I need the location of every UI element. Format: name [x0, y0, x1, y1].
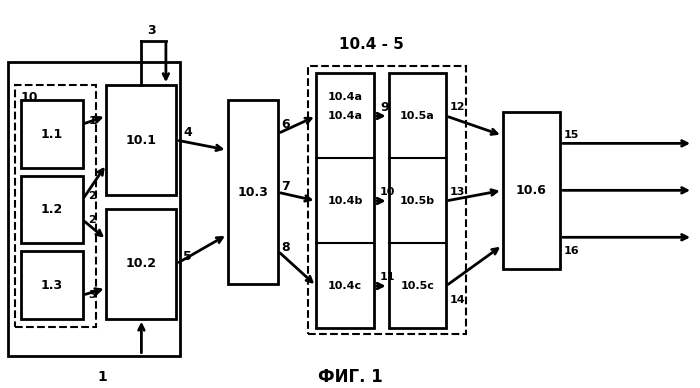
Bar [21, 251, 83, 319]
Text: 2: 2 [88, 215, 96, 225]
Text: 10.3: 10.3 [237, 186, 268, 199]
Text: 1.2: 1.2 [41, 203, 63, 216]
Bar [106, 85, 176, 195]
Text: 10.1: 10.1 [126, 133, 157, 147]
Bar [308, 66, 466, 334]
Bar [8, 62, 180, 355]
Text: ФИГ. 1: ФИГ. 1 [318, 368, 382, 386]
Bar [21, 100, 83, 168]
Text: 6: 6 [281, 118, 290, 130]
Text: 1: 1 [98, 370, 108, 384]
Text: 10.2: 10.2 [126, 257, 157, 270]
Text: 9: 9 [381, 101, 389, 114]
Text: 10.5a: 10.5a [400, 111, 435, 121]
Text: 10.5c: 10.5c [400, 281, 434, 291]
Text: 10: 10 [21, 91, 38, 104]
Text: 5: 5 [183, 249, 192, 263]
Text: 1.3: 1.3 [41, 279, 63, 291]
Text: 1: 1 [88, 116, 96, 126]
Text: 8: 8 [281, 241, 290, 254]
Text: 10.5b: 10.5b [400, 196, 435, 206]
Text: 12: 12 [449, 102, 465, 113]
Text: 10.4b: 10.4b [328, 196, 363, 206]
Text: 3: 3 [148, 24, 156, 37]
Text: 10: 10 [379, 187, 395, 197]
Text: 10.6: 10.6 [516, 184, 547, 197]
Text: 10.4a: 10.4a [328, 92, 363, 102]
Bar [503, 112, 560, 268]
Bar [228, 100, 278, 284]
Text: 10.4c: 10.4c [328, 281, 362, 291]
Text: 3: 3 [88, 290, 96, 300]
Text: 2: 2 [88, 191, 96, 201]
Bar [389, 73, 446, 329]
Text: 7: 7 [281, 180, 290, 193]
Text: 15: 15 [564, 130, 579, 140]
Bar [15, 85, 96, 327]
Text: 10.4a: 10.4a [328, 111, 363, 121]
Text: 16: 16 [564, 246, 579, 256]
Text: 10.4 - 5: 10.4 - 5 [339, 37, 403, 52]
Text: 11: 11 [379, 272, 395, 282]
Text: 1.1: 1.1 [41, 128, 63, 141]
Bar [106, 209, 176, 319]
Text: 4: 4 [183, 126, 192, 139]
Bar [316, 73, 374, 329]
Text: 14: 14 [449, 294, 465, 305]
Bar [21, 176, 83, 244]
Text: 13: 13 [449, 187, 465, 197]
